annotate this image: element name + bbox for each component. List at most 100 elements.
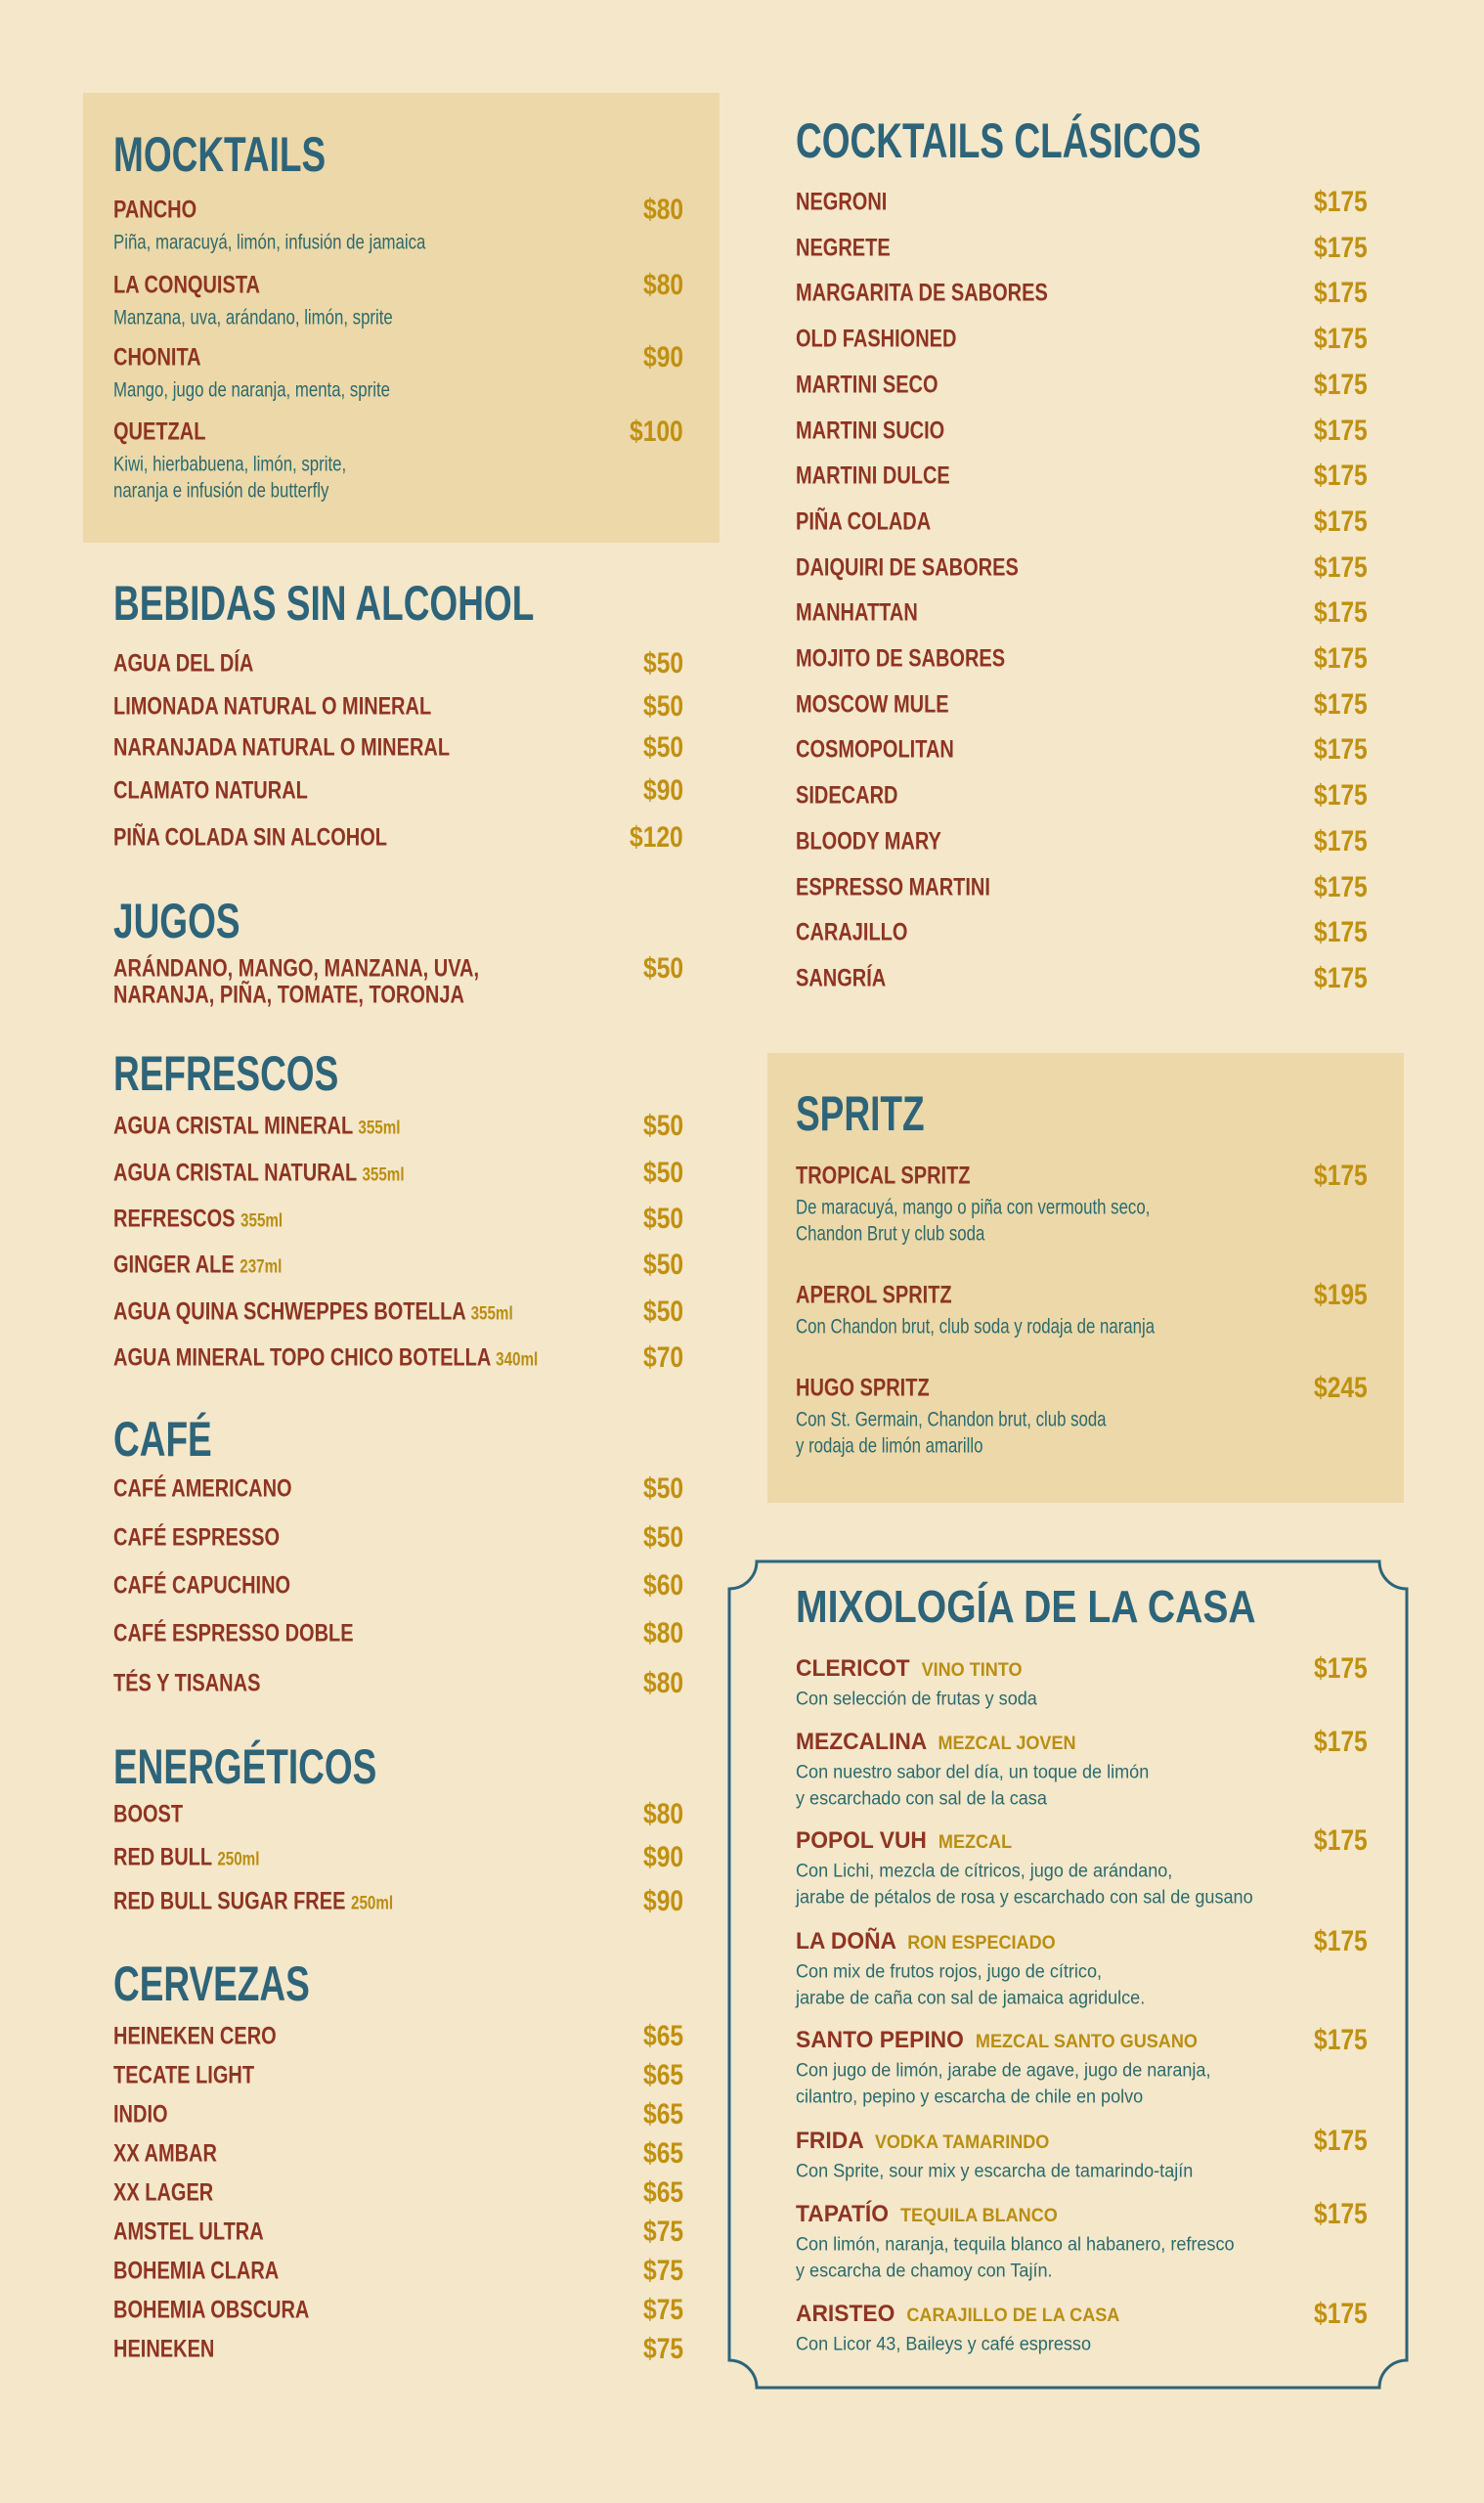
item-name-text: FRIDA <box>796 2128 863 2154</box>
item-price: $50 <box>642 1203 683 1235</box>
section-title: MOCKTAILS <box>113 127 327 182</box>
item-name-text: AGUA CRISTAL NATURAL <box>113 1159 357 1187</box>
item-price: $50 <box>642 1472 683 1505</box>
item-description: naranja e infusión de butterfly <box>113 479 329 503</box>
item-note: VINO TINTO <box>921 1660 1023 1681</box>
item-name-text: XX AMBAR <box>113 2139 217 2168</box>
item-name: LA CONQUISTA <box>113 271 260 299</box>
item-name-text: APEROL SPRITZ <box>796 1281 952 1309</box>
item-note: 340ml <box>496 1349 539 1371</box>
item-description: Kiwi, hierbabuena, limón, sprite, <box>113 453 347 476</box>
item-name-text: MARTINI DULCE <box>796 461 950 490</box>
item-name: OLD FASHIONED <box>796 325 957 353</box>
item-name: XX LAGER <box>113 2180 213 2206</box>
item-name-text: PIÑA COLADA <box>796 507 932 536</box>
item-note: 355ml <box>358 1118 401 1139</box>
item-name: CAFÉ AMERICANO <box>113 1474 292 1503</box>
item-note: 250ml <box>217 1849 260 1870</box>
item-name: MARTINI SUCIO <box>796 418 944 443</box>
item-name-text: ARÁNDANO, MANGO, MANZANA, UVA, <box>113 954 480 983</box>
item-name: ARÁNDANO, MANGO, MANZANA, UVA, <box>113 954 480 983</box>
item-name: LA DOÑA RON ESPECIADO <box>796 1930 1056 1954</box>
item-name: CARAJILLO <box>796 920 907 945</box>
item-name-text: LA DOÑA <box>796 1928 896 1954</box>
section-title: CERVEZAS <box>113 1956 310 2011</box>
item-price: $175 <box>1314 368 1368 401</box>
item-price: $175 <box>1314 505 1368 538</box>
item-name-text: NARANJADA NATURAL O MINERAL <box>113 733 451 762</box>
item-name: REFRESCOS 355ml <box>113 1207 283 1232</box>
item-price: $50 <box>642 731 683 764</box>
item-price: $90 <box>642 1841 683 1873</box>
item-name: BLOODY MARY <box>796 829 941 854</box>
item-price: $50 <box>642 690 683 723</box>
item-price: $175 <box>1314 916 1368 949</box>
section-title: CAFÉ <box>113 1412 212 1467</box>
mixologia-frame <box>727 1559 1409 2390</box>
item-description: y rodaja de limón amarillo <box>796 1434 983 1458</box>
item-name: HEINEKEN CERO <box>113 2024 277 2049</box>
item-name-text: CAFÉ CAPUCHINO <box>113 1571 291 1600</box>
item-price: $175 <box>1314 2298 1368 2330</box>
item-name: NEGRONI <box>796 190 887 215</box>
item-price: $50 <box>642 1295 683 1328</box>
item-name-text: ESPRESSO MARTINI <box>796 873 990 900</box>
item-note: VODKA TAMARINDO <box>874 2132 1050 2153</box>
section-title: SPRITZ <box>796 1086 925 1141</box>
section-title: JUGOS <box>113 894 240 948</box>
item-name-text: NEGRETE <box>796 234 891 262</box>
item-name-text: RED BULL <box>113 1843 212 1871</box>
item-note: 237ml <box>240 1256 283 1278</box>
item-price: $100 <box>630 416 683 448</box>
item-name-text: PANCHO <box>113 196 197 224</box>
item-description: Mango, jugo de naranja, menta, sprite <box>113 378 390 402</box>
item-name: PIÑA COLADA <box>796 509 931 534</box>
item-price: $65 <box>642 2176 683 2209</box>
item-name-text: SANTO PEPINO <box>796 2027 964 2053</box>
item-name-text: BOHEMIA CLARA <box>113 2257 280 2285</box>
item-name-text: CAFÉ AMERICANO <box>113 1474 292 1503</box>
item-name-text: AMSTEL ULTRA <box>113 2218 264 2246</box>
item-price: $80 <box>642 269 683 301</box>
item-name: NARANJADA NATURAL O MINERAL <box>113 733 451 762</box>
item-name-text: HEINEKEN <box>113 2335 215 2363</box>
item-price: $175 <box>1314 1925 1368 1957</box>
item-name: INDIO <box>113 2100 168 2129</box>
item-name: HEINEKEN <box>113 2335 215 2363</box>
item-note: MEZCAL SANTO GUSANO <box>975 2032 1198 2052</box>
item-name-text: CAFÉ ESPRESSO DOBLE <box>113 1619 354 1647</box>
item-note: CARAJILLO DE LA CASA <box>906 2305 1120 2326</box>
item-name-text: OLD FASHIONED <box>796 325 957 353</box>
item-name-text: AGUA CRISTAL MINERAL <box>113 1112 353 1140</box>
item-price: $175 <box>1314 277 1368 310</box>
section-title: REFRESCOS <box>113 1046 339 1101</box>
item-name: BOHEMIA CLARA <box>113 2257 280 2285</box>
item-description: y escarchado con sal de la casa <box>796 1788 1047 1810</box>
item-price: $175 <box>1314 231 1368 264</box>
item-name: MANHATTAN <box>796 600 918 626</box>
item-name-text: PIÑA COLADA SIN ALCOHOL <box>113 823 387 852</box>
item-price: $195 <box>1314 1279 1368 1311</box>
item-name: AGUA CRISTAL NATURAL 355ml <box>113 1159 405 1187</box>
item-price: $245 <box>1314 1372 1368 1404</box>
item-price: $75 <box>642 2216 683 2248</box>
item-note: 355ml <box>362 1164 405 1186</box>
section-title: BEBIDAS SIN ALCOHOL <box>113 576 535 631</box>
item-price: $175 <box>1314 2024 1368 2056</box>
spritz-panel <box>767 1053 1404 1503</box>
item-price: $50 <box>642 1521 683 1554</box>
item-note: MEZCAL <box>938 1832 1013 1853</box>
item-price: $75 <box>642 2294 683 2326</box>
item-name: GINGER ALE 237ml <box>113 1252 283 1278</box>
item-name-text: COSMOPOLITAN <box>796 735 954 764</box>
item-name: MEZCALINA MEZCAL JOVEN <box>796 1731 1076 1754</box>
item-name: CLERICOT VINO TINTO <box>796 1657 1023 1681</box>
item-name: MOJITO DE SABORES <box>796 646 1005 672</box>
item-note: MEZCAL JOVEN <box>938 1734 1076 1754</box>
item-description: Manzana, uva, arándano, limón, sprite <box>113 306 393 329</box>
item-name-text: INDIO <box>113 2100 168 2129</box>
item-description: Con St. Germain, Chandon brut, club soda <box>796 1408 1107 1431</box>
item-price: $80 <box>642 1798 683 1830</box>
item-price: $90 <box>642 341 683 373</box>
item-name-text: LA CONQUISTA <box>113 271 260 299</box>
